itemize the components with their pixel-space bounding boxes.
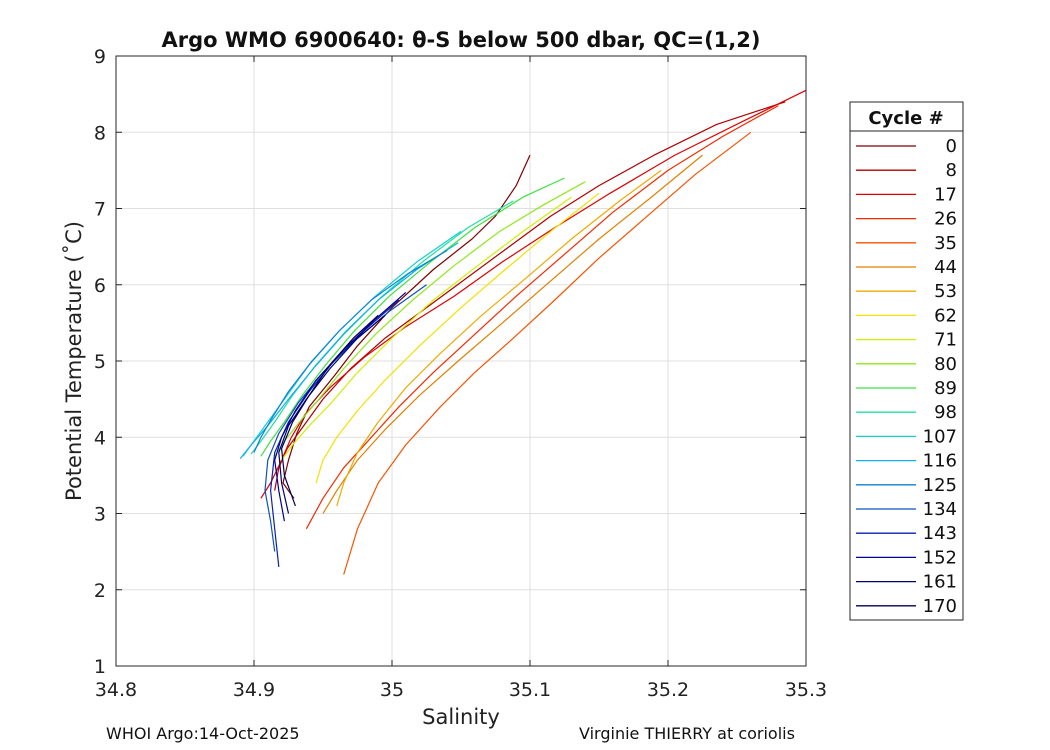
grid-lines [116, 56, 806, 666]
x-tick-labels: 34.8 34.9 35 35.1 35.2 35.3 [95, 56, 827, 701]
legend-label: 107 [923, 426, 957, 447]
legend-label: 71 [934, 330, 957, 351]
series-group [239, 89, 807, 575]
series-line-cycle-116 [239, 242, 459, 459]
series-line-cycle-170 [281, 314, 379, 507]
x-tick-label: 35.2 [647, 679, 689, 701]
legend-entries: 0 8 17 26 35 44 53 62 71 80 89 98 107 116 125 134 143 152… [856, 136, 957, 617]
series-line-cycle-152 [274, 291, 407, 522]
legend-label: 125 [923, 475, 957, 496]
legend-label: 17 [934, 184, 957, 205]
legend-label: 89 [934, 378, 957, 399]
series-line-cycle-53 [336, 169, 662, 507]
x-tick-label: 34.9 [233, 679, 275, 701]
y-tick-label: 9 [94, 46, 106, 68]
y-tick-label: 6 [94, 275, 106, 297]
legend-label: 143 [923, 523, 957, 544]
y-tick-label: 5 [94, 351, 106, 373]
legend-label: 152 [923, 547, 957, 568]
y-tick-labels: 1 2 3 4 5 6 7 8 9 [94, 46, 806, 678]
series-line-cycle-8 [274, 101, 786, 491]
legend-label: 26 [934, 209, 957, 230]
y-tick-label: 3 [94, 504, 106, 526]
legend-label: 161 [923, 572, 957, 593]
series-line-cycle-17 [260, 89, 807, 499]
legend-label: 116 [923, 451, 957, 472]
series-line-cycle-161 [278, 314, 386, 514]
legend: Cycle # 0 8 17 26 35 44 53 62 71 80 89 98 107 116 125 1… [849, 101, 964, 621]
y-tick-label: 8 [94, 122, 106, 144]
series-line-cycle-80 [274, 181, 586, 457]
footer-credit-left: WHOI Argo:14-Oct-2025 [106, 724, 300, 743]
legend-title: Cycle # [868, 108, 943, 129]
legend-label: 170 [923, 596, 957, 617]
legend-label: 134 [923, 499, 957, 520]
series-line-cycle-26 [305, 105, 779, 530]
legend-label: 80 [934, 354, 957, 375]
series-line-cycle-125 [253, 249, 448, 453]
x-tick-label: 35.1 [509, 679, 551, 701]
legend-label: 35 [934, 233, 957, 254]
legend-label: 0 [946, 136, 957, 157]
legend-label: 44 [934, 257, 957, 278]
legend-label: 53 [934, 281, 957, 302]
y-tick-label: 7 [94, 199, 106, 221]
x-tick-label: 35 [380, 679, 404, 701]
series-line-cycle-89 [260, 177, 565, 457]
x-tick-label: 35.3 [785, 679, 827, 701]
y-tick-label: 4 [94, 427, 106, 449]
y-axis-label: Potential Temperature (˚C) [62, 221, 86, 501]
x-axis-label: Salinity [422, 705, 500, 729]
series-line-cycle-0 [282, 154, 531, 499]
y-tick-label: 1 [94, 656, 106, 678]
series-line-cycle-44 [322, 154, 703, 514]
legend-label: 8 [946, 160, 957, 181]
series-line-cycle-143 [270, 299, 400, 567]
y-tick-label: 2 [94, 580, 106, 602]
series-line-cycle-71 [281, 196, 572, 461]
footer-credit-right: Virginie THIERRY at coriolis [579, 724, 795, 743]
series-line-cycle-35 [343, 131, 752, 575]
legend-label: 98 [934, 402, 957, 423]
chart-title: Argo WMO 6900640: θ-S below 500 dbar, QC… [162, 28, 761, 52]
series-line-cycle-62 [315, 192, 600, 484]
x-tick-label: 34.8 [95, 679, 137, 701]
legend-label: 62 [934, 305, 957, 326]
